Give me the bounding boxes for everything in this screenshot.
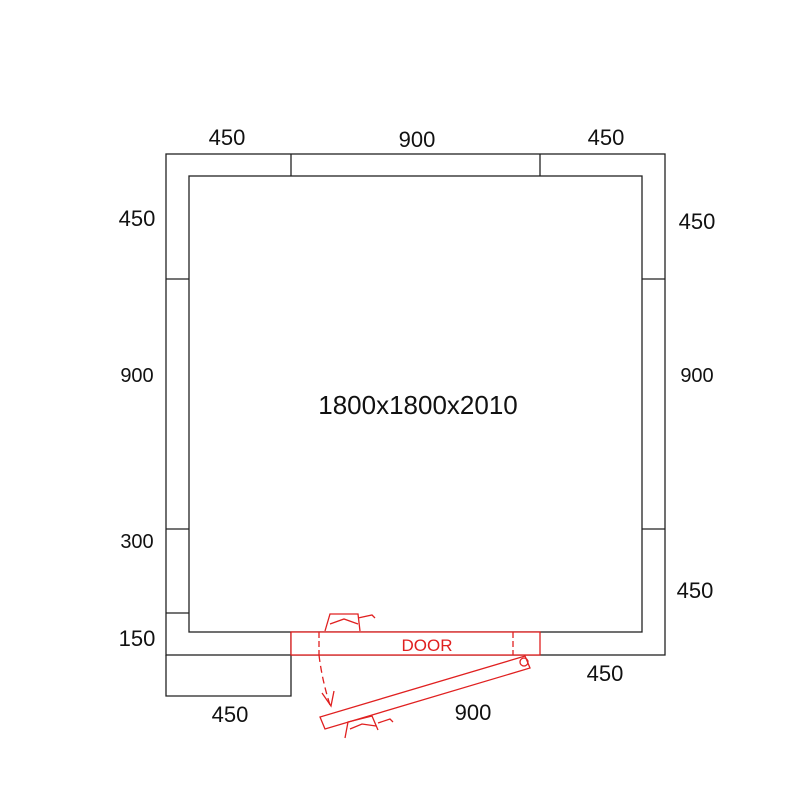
dim-left-2: 900 — [120, 365, 153, 387]
door-swing-arc — [318, 654, 331, 706]
dim-door-width: 900 — [455, 700, 492, 725]
dim-top-1: 450 — [209, 125, 246, 150]
dim-top-3: 450 — [588, 125, 625, 150]
dim-left-3: 300 — [120, 531, 153, 553]
swing-arrow-icon — [321, 690, 335, 708]
room-size-label: 1800x1800x2010 — [318, 390, 518, 420]
dim-right-2: 900 — [680, 365, 713, 387]
dim-bottom-left: 450 — [212, 702, 249, 727]
dim-left-1: 450 — [119, 206, 156, 231]
dim-right-1: 450 — [679, 209, 716, 234]
dimension-labels: 450 900 450 450 900 300 150 450 900 450 … — [119, 125, 716, 727]
door-handle-icon — [324, 613, 376, 632]
door-label: DOOR — [402, 636, 453, 655]
door-frame — [290, 631, 541, 656]
dim-bottom-right: 450 — [587, 661, 624, 686]
room-walls — [165, 153, 666, 697]
door-leaf — [319, 655, 531, 730]
door-hinge-icon — [519, 657, 529, 667]
door-handle-icon — [344, 715, 394, 739]
dim-left-4: 150 — [119, 626, 156, 651]
dim-top-2: 900 — [399, 127, 436, 152]
dim-right-3: 450 — [677, 578, 714, 603]
bottom-left-panel — [165, 632, 292, 697]
door: DOOR — [290, 613, 541, 739]
